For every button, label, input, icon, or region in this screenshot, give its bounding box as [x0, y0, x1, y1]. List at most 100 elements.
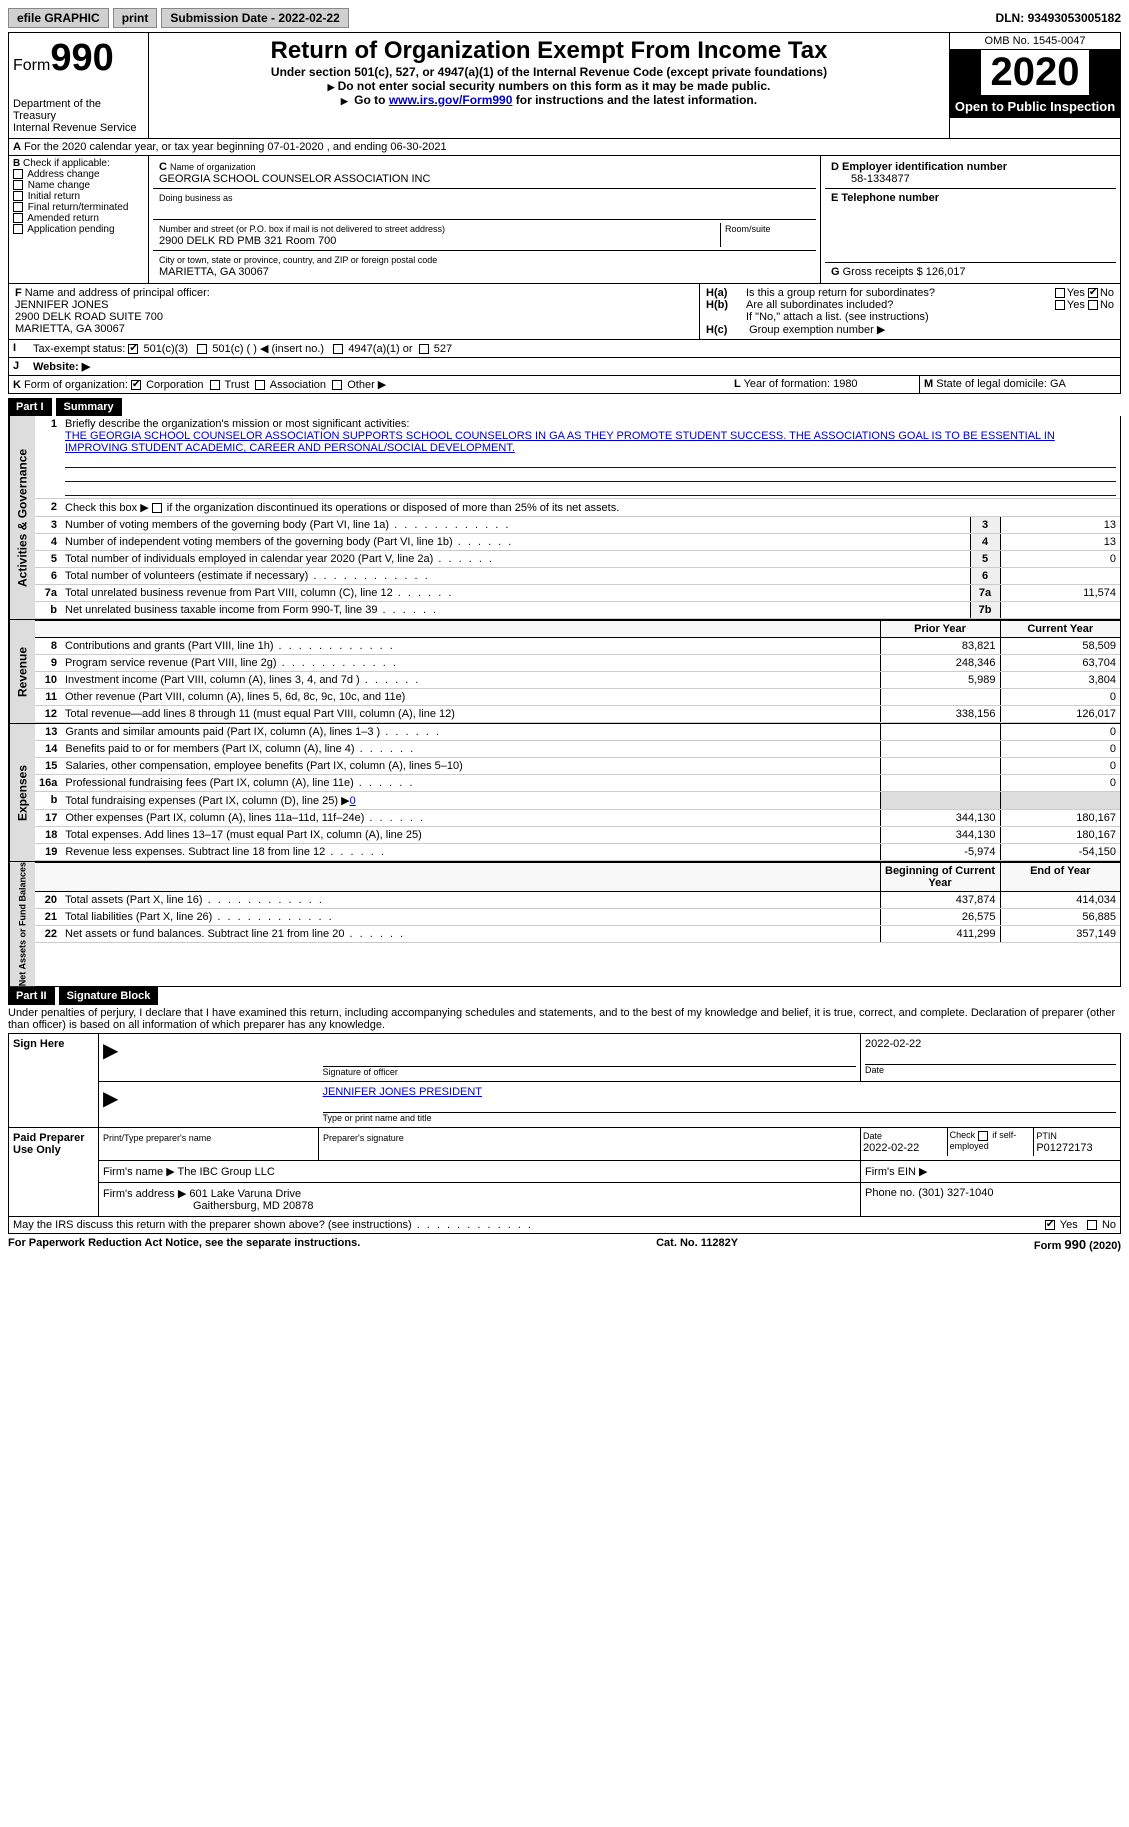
signature-table: Sign Here ▶ Signature of officer 2022-02…: [8, 1033, 1121, 1217]
discuss-row: May the IRS discuss this return with the…: [8, 1217, 1121, 1234]
l2-text: Check this box ▶ if the organization dis…: [65, 502, 619, 514]
part1-title: Summary: [56, 398, 122, 416]
cb-4947[interactable]: [333, 344, 343, 354]
room-label: Room/suite: [725, 224, 771, 234]
part1-num: Part I: [8, 398, 52, 416]
label-ha: H(a): [706, 287, 746, 299]
instr-goto: Go to www.irs.gov/Form990 for instructio…: [153, 93, 945, 107]
hb-note: If "No," attach a list. (see instruction…: [706, 311, 1114, 323]
ha-text: Is this a group return for subordinates?: [746, 287, 1055, 299]
block-f-text: Name and address of principal officer:: [25, 287, 210, 299]
part1-revenue: Revenue Prior YearCurrent Year 8Contribu…: [8, 620, 1121, 724]
org-name: GEORGIA SCHOOL COUNSELOR ASSOCIATION INC: [159, 173, 430, 185]
part1-expenses: Expenses 13Grants and similar amounts pa…: [8, 724, 1121, 862]
arrow-icon: ▶: [103, 1040, 118, 1062]
officer-name: JENNIFER JONES: [15, 299, 109, 311]
instr2b: for instructions and the latest informat…: [516, 93, 757, 107]
cb-discontinued[interactable]: [152, 503, 162, 513]
firm-addr2: Gaithersburg, MD 20878: [103, 1200, 313, 1212]
city-label: City or town, state or province, country…: [159, 255, 437, 265]
form-title: Return of Organization Exempt From Incom…: [153, 37, 945, 65]
cb-discuss-yes[interactable]: [1045, 1220, 1055, 1230]
page-footer: For Paperwork Reduction Act Notice, see …: [8, 1234, 1121, 1255]
form-number: 990: [50, 37, 113, 79]
cb-assoc[interactable]: [255, 380, 265, 390]
sidebar-netassets: Net Assets or Fund Balances: [9, 862, 35, 986]
firm-name: The IBC Group LLC: [178, 1166, 275, 1178]
v4: 13: [1000, 534, 1120, 551]
line-a-text: For the 2020 calendar year, or tax year …: [24, 141, 447, 153]
sidebar-expenses: Expenses: [9, 724, 35, 861]
part1-header: Part I Summary: [8, 398, 1121, 416]
label-hc: H(c): [706, 324, 746, 336]
cb-501c3[interactable]: [128, 344, 138, 354]
line-i: I Tax-exempt status: 501(c)(3) 501(c) ( …: [8, 340, 1121, 358]
gross-receipts-value: 126,017: [926, 266, 966, 278]
print-name-label: Print/Type preparer's name: [103, 1133, 211, 1143]
block-c: C Name of organization GEORGIA SCHOOL CO…: [149, 156, 820, 283]
cb-hb-yes[interactable]: [1055, 300, 1065, 310]
cb-hb-no[interactable]: [1088, 300, 1098, 310]
hdr-current: Current Year: [1000, 621, 1120, 638]
cb-final-return[interactable]: [13, 202, 23, 212]
preparer-sig-label: Preparer's signature: [323, 1133, 404, 1143]
label-a: A: [13, 141, 21, 153]
block-h: H(a) Is this a group return for subordin…: [700, 284, 1120, 339]
submission-date: 2022-02-22: [278, 11, 339, 25]
state-domicile: GA: [1050, 378, 1066, 390]
irs-link[interactable]: www.irs.gov/Form990: [389, 93, 513, 107]
hdr-prior: Prior Year: [880, 621, 1000, 638]
dba-label: Doing business as: [159, 193, 233, 203]
header-right: OMB No. 1545-0047 2020 Open to Public In…: [950, 33, 1120, 138]
mission-line: [65, 482, 1116, 496]
block-b-label: Check if applicable:: [23, 158, 110, 169]
cb-address-change[interactable]: [13, 169, 23, 179]
block-g-label: G: [831, 266, 840, 278]
cb-amended[interactable]: [13, 213, 23, 223]
block-f: F Name and address of principal officer:…: [9, 284, 700, 339]
v5: 0: [1000, 551, 1120, 568]
efile-btn[interactable]: efile GRAPHIC: [8, 8, 109, 28]
part2-num: Part II: [8, 987, 55, 1005]
cb-527[interactable]: [419, 344, 429, 354]
l7b-text: Net unrelated business taxable income fr…: [65, 604, 377, 616]
cb-trust[interactable]: [210, 380, 220, 390]
cb-app-pending[interactable]: [13, 224, 23, 234]
sidebar-revenue: Revenue: [9, 620, 35, 723]
cb-self-employed[interactable]: [978, 1131, 988, 1141]
open-to-public: Open to Public Inspection: [950, 95, 1120, 118]
addr-label: Number and street (or P.O. box if mail i…: [159, 224, 445, 234]
sidebar-governance: Activities & Governance: [9, 416, 35, 619]
cb-ha-no[interactable]: [1088, 288, 1098, 298]
firm-phone: (301) 327-1040: [918, 1187, 993, 1199]
cb-name-change[interactable]: [13, 180, 23, 190]
form-subtitle: Under section 501(c), 527, or 4947(a)(1)…: [153, 65, 945, 79]
hdr-boy: Beginning of Current Year: [880, 863, 1000, 892]
cb-ha-yes[interactable]: [1055, 288, 1065, 298]
year-formation: 1980: [833, 378, 857, 390]
block-b: B Check if applicable: Address change Na…: [9, 156, 149, 283]
label-b: B: [13, 158, 20, 169]
print-btn[interactable]: print: [113, 8, 158, 28]
form-word: Form: [13, 57, 50, 74]
cb-501c[interactable]: [197, 344, 207, 354]
line-j-label: Website: ▶: [33, 361, 90, 373]
footer-left: For Paperwork Reduction Act Notice, see …: [8, 1237, 360, 1252]
form-header: Form990 Department of the Treasury Inter…: [8, 32, 1121, 139]
ptin-value: P01272173: [1036, 1142, 1092, 1154]
footer-mid: Cat. No. 11282Y: [656, 1237, 738, 1252]
hb-text: Are all subordinates included?: [746, 299, 1055, 311]
sign-here-label: Sign Here: [9, 1034, 99, 1128]
cb-discuss-no[interactable]: [1087, 1220, 1097, 1230]
header-left: Form990 Department of the Treasury Inter…: [9, 33, 149, 138]
l1-mission[interactable]: THE GEORGIA SCHOOL COUNSELOR ASSOCIATION…: [65, 430, 1055, 454]
cb-corp[interactable]: [131, 380, 141, 390]
hdr-eoy: End of Year: [1000, 863, 1120, 892]
paid-preparer-label: Paid Preparer Use Only: [9, 1128, 99, 1217]
blocks-f-h: F Name and address of principal officer:…: [8, 284, 1121, 340]
cb-initial-return[interactable]: [13, 191, 23, 201]
officer-printed-name[interactable]: JENNIFER JONES PRESIDENT: [323, 1086, 483, 1098]
tax-year: 2020: [981, 50, 1090, 95]
sign-date: 2022-02-22: [865, 1038, 921, 1050]
cb-other[interactable]: [332, 380, 342, 390]
